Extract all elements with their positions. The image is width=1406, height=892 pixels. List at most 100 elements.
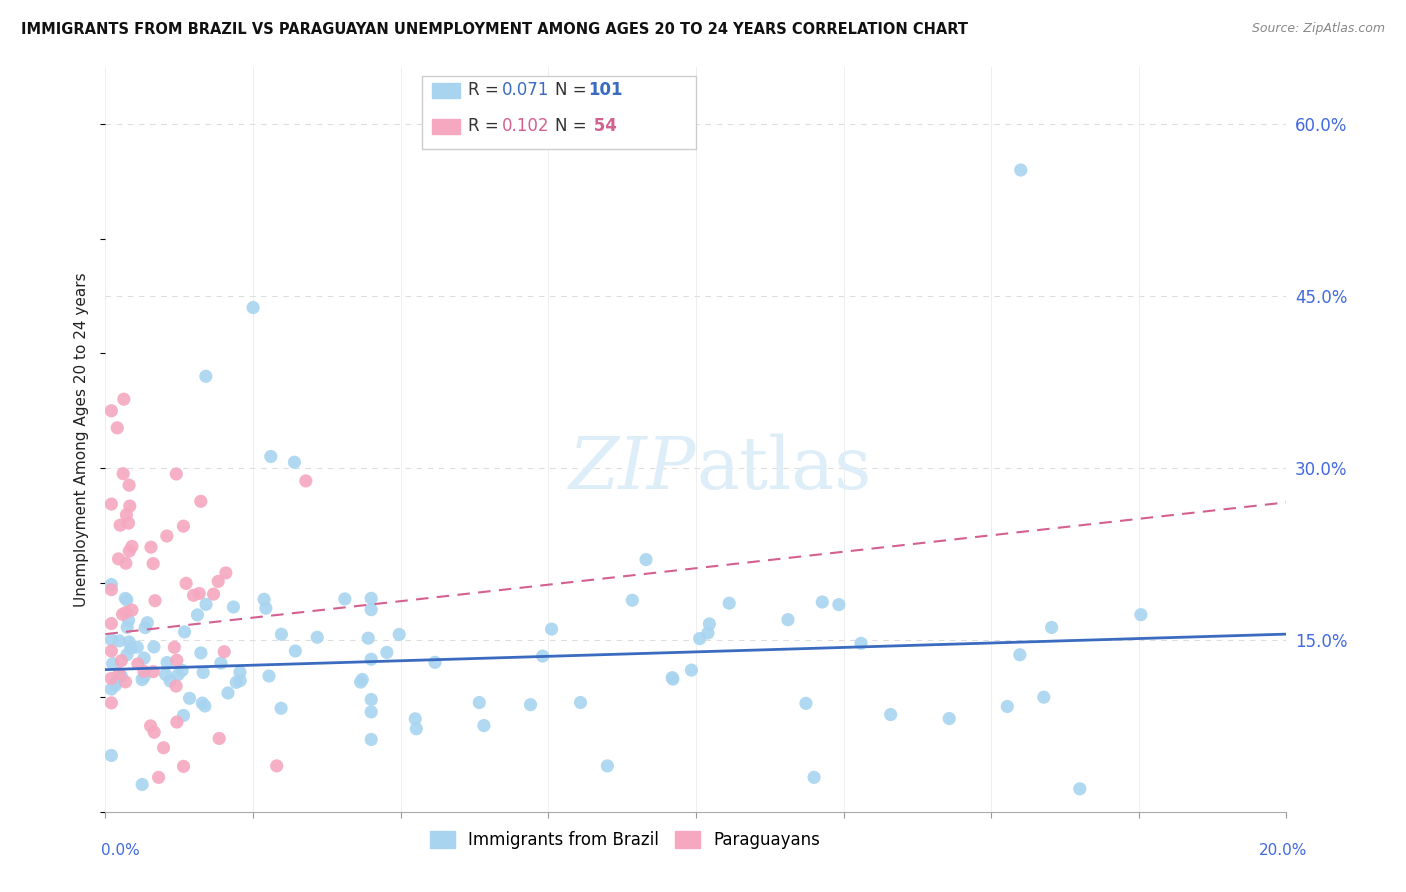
Point xyxy=(166,714,188,729)
Point xyxy=(188,586,211,600)
Point xyxy=(1129,607,1152,622)
Point xyxy=(155,667,177,681)
Point xyxy=(115,508,138,522)
Point xyxy=(132,651,155,665)
Point xyxy=(531,649,554,664)
Point xyxy=(208,731,231,746)
Point xyxy=(195,598,218,612)
Point xyxy=(143,725,166,739)
Point xyxy=(100,672,122,686)
Point xyxy=(148,770,170,784)
Point xyxy=(254,601,277,615)
Point xyxy=(661,671,683,685)
Point xyxy=(115,620,138,634)
Point xyxy=(1040,620,1063,634)
Point xyxy=(349,675,371,690)
Text: IMMIGRANTS FROM BRAZIL VS PARAGUAYAN UNEMPLOYMENT AMONG AGES 20 TO 24 YEARS CORR: IMMIGRANTS FROM BRAZIL VS PARAGUAYAN UNE… xyxy=(21,22,969,37)
Point xyxy=(388,627,411,641)
Point xyxy=(360,591,382,606)
Point xyxy=(107,552,129,566)
Point xyxy=(117,516,139,530)
Point xyxy=(270,627,292,641)
Point xyxy=(295,474,318,488)
Point xyxy=(405,722,427,736)
Point xyxy=(120,641,142,656)
Point xyxy=(699,616,721,631)
Point xyxy=(121,540,143,554)
Point xyxy=(173,759,195,773)
Point xyxy=(118,499,141,513)
Point xyxy=(360,732,382,747)
Point xyxy=(166,653,188,667)
Point xyxy=(194,369,217,384)
Point xyxy=(110,654,132,668)
Point xyxy=(995,699,1018,714)
Point xyxy=(1032,690,1054,705)
Text: R =: R = xyxy=(468,117,505,135)
Point xyxy=(100,682,122,697)
Point xyxy=(849,636,872,650)
Point xyxy=(112,392,135,407)
Point xyxy=(423,656,446,670)
Point xyxy=(634,552,657,566)
Point xyxy=(163,640,186,655)
Point xyxy=(1008,648,1031,662)
Point xyxy=(172,664,194,678)
Point xyxy=(174,576,197,591)
Point xyxy=(357,631,380,645)
Point xyxy=(333,591,356,606)
Point xyxy=(156,656,179,670)
Point xyxy=(191,665,214,680)
Point xyxy=(172,519,194,533)
Point xyxy=(375,645,398,659)
Point xyxy=(662,672,685,686)
Point xyxy=(540,622,562,636)
Point xyxy=(114,591,136,606)
Text: 20.0%: 20.0% xyxy=(1260,843,1308,857)
Point xyxy=(179,691,201,706)
Text: 101: 101 xyxy=(588,81,623,99)
Point xyxy=(142,640,165,654)
Point xyxy=(242,301,264,315)
Point xyxy=(186,607,208,622)
Point xyxy=(352,673,374,687)
Point xyxy=(132,665,155,679)
Text: 54: 54 xyxy=(588,117,617,135)
Text: R =: R = xyxy=(468,81,505,99)
Point xyxy=(132,670,155,684)
Point xyxy=(142,557,165,571)
Point xyxy=(108,666,131,681)
Point xyxy=(100,404,122,418)
Point xyxy=(117,614,139,628)
Point xyxy=(718,596,741,610)
Point xyxy=(121,603,143,617)
Point xyxy=(100,632,122,647)
Point xyxy=(229,673,252,688)
Point xyxy=(118,544,141,558)
Point xyxy=(127,657,149,671)
Point xyxy=(222,599,245,614)
Point xyxy=(191,696,214,710)
Point xyxy=(283,455,305,469)
Point xyxy=(569,696,592,710)
Point xyxy=(165,467,187,481)
Point xyxy=(167,667,190,681)
Point xyxy=(165,679,187,693)
Point xyxy=(879,707,901,722)
Point xyxy=(139,719,162,733)
Point xyxy=(225,675,247,690)
Point xyxy=(118,478,141,492)
Point xyxy=(360,692,382,706)
Point xyxy=(136,615,159,630)
Point xyxy=(472,718,495,732)
Point xyxy=(217,686,239,700)
Point xyxy=(1010,163,1032,178)
Text: Source: ZipAtlas.com: Source: ZipAtlas.com xyxy=(1251,22,1385,36)
Text: 0.071: 0.071 xyxy=(502,81,550,99)
Point xyxy=(156,529,179,543)
Point xyxy=(139,540,162,554)
Point xyxy=(115,606,138,620)
Point xyxy=(100,577,122,591)
Point xyxy=(108,518,131,533)
Point xyxy=(360,652,382,666)
